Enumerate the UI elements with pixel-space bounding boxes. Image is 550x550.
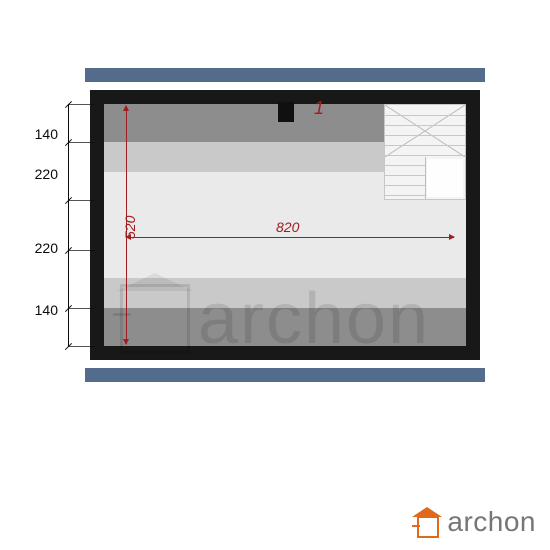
dim-label: 140 bbox=[18, 302, 58, 318]
height-band bbox=[104, 308, 466, 346]
height-measure-value: 520 bbox=[122, 216, 138, 239]
wall-outer: 1 820 520 bbox=[90, 90, 480, 360]
brand-text: archon bbox=[447, 506, 536, 538]
dim-guide bbox=[68, 308, 94, 309]
dim-label: 220 bbox=[18, 240, 58, 256]
width-measure-line bbox=[126, 237, 454, 238]
interior-space: 1 820 520 bbox=[104, 104, 466, 346]
room-number: 1 bbox=[314, 98, 324, 119]
roof-bar-top bbox=[85, 68, 485, 82]
floorplan-canvas: 1 820 520 140220220140 archon archon bbox=[0, 0, 550, 550]
dim-guide bbox=[68, 104, 94, 105]
dim-label: 220 bbox=[18, 166, 58, 182]
chimney-block bbox=[278, 102, 294, 122]
stair-divider bbox=[425, 157, 426, 199]
dim-guide bbox=[68, 142, 94, 143]
dim-guide bbox=[68, 250, 94, 251]
brand-logo-icon bbox=[413, 508, 441, 536]
height-band bbox=[104, 278, 466, 308]
stair-opening bbox=[427, 159, 463, 197]
dim-guide bbox=[68, 346, 94, 347]
brand: archon bbox=[413, 506, 536, 538]
dim-label: 140 bbox=[18, 126, 58, 142]
staircase bbox=[384, 104, 466, 200]
roof-bar-bottom bbox=[85, 368, 485, 382]
dim-guide bbox=[68, 200, 94, 201]
width-measure-value: 820 bbox=[276, 219, 299, 235]
